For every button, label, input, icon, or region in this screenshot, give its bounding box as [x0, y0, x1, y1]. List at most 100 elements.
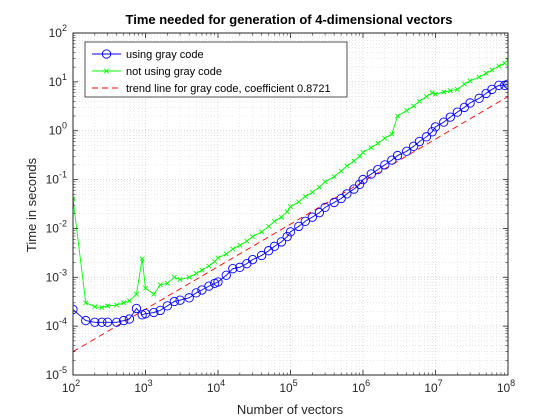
data-point	[284, 209, 290, 215]
data-point	[344, 163, 350, 169]
legend-entry-2: not using gray code	[92, 66, 222, 78]
data-point	[191, 288, 201, 298]
data-point	[467, 78, 473, 84]
data-point	[395, 113, 401, 119]
data-point	[250, 234, 256, 240]
data-point	[244, 238, 250, 244]
data-point	[184, 293, 194, 303]
legend-marker	[101, 49, 112, 59]
data-point	[452, 107, 462, 117]
data-point	[221, 270, 231, 280]
data-point	[197, 285, 207, 295]
data-point	[287, 204, 294, 210]
data-point	[349, 184, 359, 194]
data-point	[99, 305, 105, 311]
data-point	[336, 193, 346, 204]
data-point	[316, 184, 322, 190]
data-point	[355, 179, 365, 189]
series-2	[73, 57, 508, 311]
data-point	[358, 174, 368, 185]
legend-marker	[103, 68, 110, 74]
data-point	[186, 274, 192, 280]
data-point	[474, 93, 484, 103]
data-point	[105, 303, 111, 309]
data-point	[432, 91, 439, 97]
data-point	[177, 277, 183, 283]
data-point	[157, 282, 163, 288]
data-point	[169, 296, 180, 307]
data-point	[454, 86, 460, 92]
data-point	[228, 264, 238, 274]
data-point	[162, 301, 172, 311]
data-point	[230, 246, 236, 252]
data-point	[366, 169, 376, 179]
data-point	[414, 136, 425, 147]
data-point	[439, 117, 449, 127]
data-point	[368, 145, 374, 151]
data-point	[329, 197, 339, 208]
data-point	[139, 256, 145, 262]
data-point	[81, 315, 91, 326]
data-point	[461, 81, 467, 87]
data-point	[149, 307, 159, 318]
data-point	[102, 317, 113, 327]
legend-label: trend line for gray code, coefficient 0.…	[126, 83, 331, 95]
data-point	[164, 280, 170, 286]
data-point	[247, 254, 258, 265]
data-point	[259, 229, 265, 235]
series-1	[73, 79, 508, 327]
data-point	[445, 112, 455, 122]
data-point	[387, 155, 397, 165]
tick-marks	[72, 32, 509, 376]
data-point	[459, 102, 470, 113]
data-point	[314, 208, 325, 218]
data-point	[119, 315, 129, 326]
data-point	[155, 305, 165, 316]
data-point	[171, 274, 177, 280]
data-point	[423, 94, 429, 100]
legend-label: using gray code	[126, 49, 204, 61]
data-point	[375, 140, 381, 146]
data-point	[447, 88, 453, 94]
data-point	[411, 103, 417, 109]
legend-entry-3: trend line for gray code, coefficient 0.…	[92, 83, 331, 95]
data-point	[465, 98, 475, 108]
data-point	[204, 281, 214, 291]
data-point	[302, 193, 308, 200]
data-point	[392, 150, 403, 161]
data-point	[294, 221, 304, 232]
data-point	[133, 291, 139, 297]
data-point	[215, 255, 221, 261]
data-point	[282, 231, 292, 242]
data-point	[121, 300, 127, 306]
data-point	[320, 202, 330, 213]
series-1-line	[73, 83, 508, 323]
data-point	[193, 270, 199, 276]
data-point	[342, 189, 352, 199]
data-point	[266, 223, 272, 229]
legend-label: not using gray code	[126, 66, 222, 78]
data-point	[237, 242, 243, 248]
data-point	[256, 250, 267, 261]
data-point	[131, 303, 142, 314]
data-point	[496, 63, 502, 69]
data-point	[430, 122, 441, 132]
data-point	[441, 89, 447, 95]
data-point	[199, 267, 205, 273]
data-point	[111, 317, 122, 327]
data-point	[373, 164, 383, 175]
legend-box	[84, 41, 348, 98]
data-point	[83, 300, 89, 306]
data-point	[126, 298, 132, 304]
data-point	[124, 314, 135, 324]
data-point	[409, 141, 419, 151]
data-point	[382, 135, 388, 141]
data-point	[300, 216, 310, 226]
legend-entry-1: using gray code	[92, 49, 204, 61]
data-point	[380, 160, 390, 170]
data-point	[427, 127, 437, 137]
data-point	[401, 146, 412, 156]
data-point	[494, 80, 504, 90]
legend: using gray code not using gray code trend …	[84, 41, 348, 98]
